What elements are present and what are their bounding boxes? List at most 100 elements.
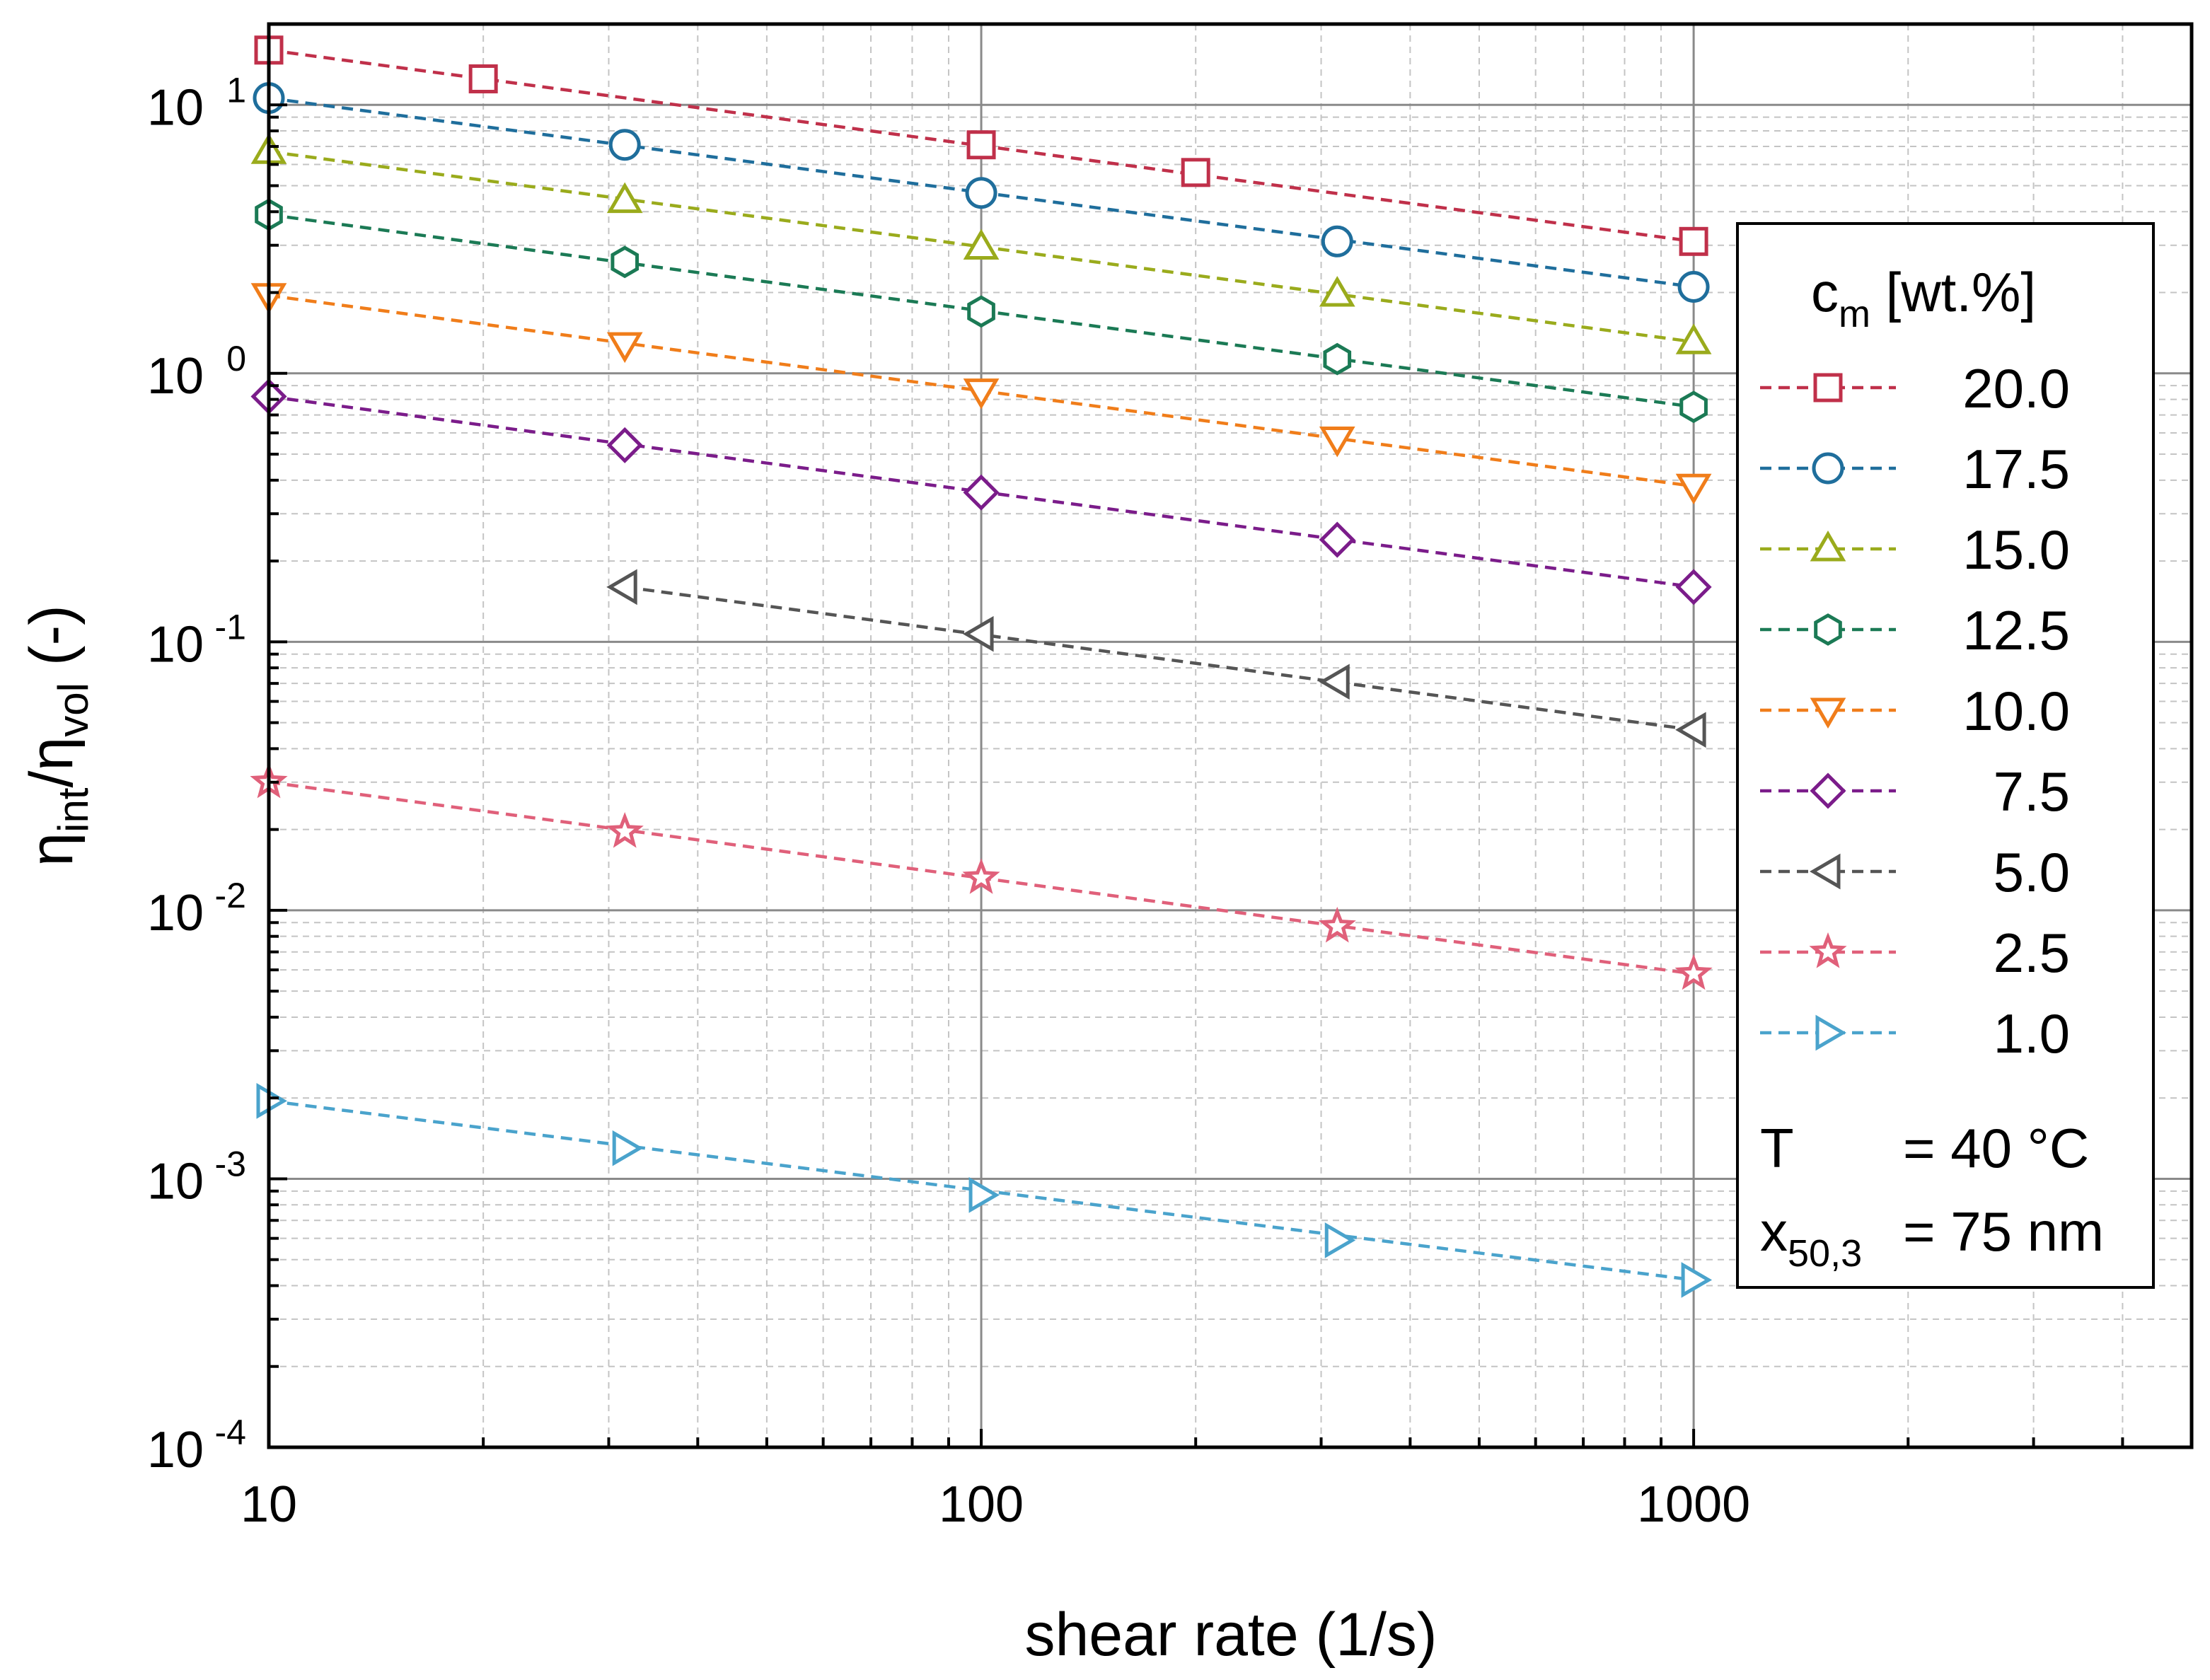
legend-note-size-label: x xyxy=(1760,1200,1788,1263)
legend-item-5-0-marker xyxy=(1810,853,1841,890)
legend-items: 20.0 17.5 15.0 12.5 10.0 7.5 5.0 2.5 1.0 xyxy=(1760,357,2070,1065)
legend-item-2-5-label: 2.5 xyxy=(1994,922,2070,984)
series-2-5-point xyxy=(606,812,644,848)
x-tick-label: 10 xyxy=(241,1476,297,1533)
y-tick-exponent: 0 xyxy=(226,339,246,378)
legend-item-15-0: 15.0 xyxy=(1760,519,2070,581)
series-2-5-point xyxy=(1674,954,1713,990)
legend-item-15-0-label: 15.0 xyxy=(1962,519,2070,581)
legend-item-10-0: 10.0 xyxy=(1760,680,2070,742)
y-tick-mantissa: 10 xyxy=(147,885,204,942)
series-20-0-point xyxy=(468,64,498,93)
series-10-0-point xyxy=(1319,426,1355,458)
legend-item-15-0-marker xyxy=(1810,531,1846,562)
legend-item-20-0: 20.0 xyxy=(1760,357,2070,419)
y-tick-exponent: 1 xyxy=(226,70,246,110)
legend-title-sub: m xyxy=(1839,293,1870,335)
y-axis-sub2: vol xyxy=(50,683,97,737)
series-20-0-point xyxy=(966,130,996,160)
legend-item-12-5: 12.5 xyxy=(1760,599,2070,661)
series-10-0-point xyxy=(606,332,643,364)
series-17-5-point xyxy=(965,177,997,209)
series-17-5-point xyxy=(608,129,641,161)
legend-item-20-0-marker xyxy=(1813,373,1843,402)
series-markers xyxy=(250,35,1713,1298)
legend-item-17-5: 17.5 xyxy=(1760,438,2070,500)
y-axis-title: ηint/ηvol (-) xyxy=(18,605,97,866)
series-5-0-point xyxy=(606,569,637,606)
series-1-0-point xyxy=(612,1130,644,1166)
legend-note-temperature-label: T xyxy=(1760,1117,1794,1179)
legend-item-2-5-marker xyxy=(1809,932,1847,968)
y-tick-label: 10 xyxy=(147,348,204,405)
legend-title-rest: [wt.%] xyxy=(1870,261,2036,323)
legend-item-1-0-marker xyxy=(1815,1014,1846,1051)
x-axis-title: shear rate (1/s) xyxy=(1024,1601,1437,1669)
legend-item-5-0-label: 5.0 xyxy=(1994,841,2070,903)
y-tick-label: 10 xyxy=(147,885,204,942)
legend-item-7-5: 7.5 xyxy=(1760,760,2070,823)
axis-titles: shear rate (1/s) ηint/ηvol (-) xyxy=(18,605,1437,1669)
series-10-0-point xyxy=(963,378,1000,410)
legend-note-size-sub: 50,3 xyxy=(1788,1232,1862,1275)
y-axis-eta2: η xyxy=(18,737,86,771)
legend-item-7-5-marker xyxy=(1810,772,1846,809)
y-tick-label: 10 xyxy=(147,616,204,673)
axes xyxy=(267,22,2194,1449)
legend-item-17-5-marker xyxy=(1812,452,1844,485)
series-7-5-point xyxy=(1675,569,1712,606)
series-5-0-point xyxy=(1319,664,1350,700)
series-5-0-fit-line xyxy=(624,585,1694,732)
series-12-5-point xyxy=(967,295,995,328)
series-20-0-point xyxy=(1181,158,1210,187)
y-axis-sep: / xyxy=(18,771,86,788)
legend-title-base: c xyxy=(1811,261,1839,323)
series-7-5-point xyxy=(606,427,643,463)
y-axis-sub1: int xyxy=(50,787,97,833)
y-tick-exponent: -3 xyxy=(215,1144,246,1183)
legend-item-7-5-label: 7.5 xyxy=(1994,760,2070,823)
y-tick-label: 10 xyxy=(147,1153,204,1210)
legend-title: cm [wt.%] xyxy=(1811,261,2036,335)
legend-note-particle-size: x50,3 = 75 nm xyxy=(1760,1200,2104,1275)
legend-item-12-5-marker xyxy=(1814,613,1842,646)
x-tick-label: 1000 xyxy=(1637,1476,1750,1533)
series-15-0-point xyxy=(1319,276,1355,307)
legend-item-2-5: 2.5 xyxy=(1760,922,2070,984)
legend-item-10-0-marker xyxy=(1810,697,1846,729)
series-5-0-point xyxy=(963,615,994,652)
legend-item-17-5-label: 17.5 xyxy=(1962,438,2070,500)
series-15-0-point xyxy=(606,182,643,214)
legend-note-temperature-value: = 40 °C xyxy=(1903,1117,2089,1179)
legend: cm [wt.%] 20.0 17.5 15.0 12.5 10.0 7.5 5.0 2.5 1… xyxy=(1736,222,2155,1289)
y-tick-mantissa: 10 xyxy=(147,616,204,673)
x-tick-label: 100 xyxy=(939,1476,1024,1533)
series-1-0-point xyxy=(1324,1222,1356,1258)
legend-item-1-0: 1.0 xyxy=(1760,1002,2070,1065)
y-tick-label: 10 xyxy=(147,79,204,136)
series-7-5-point xyxy=(963,474,1000,511)
y-tick-mantissa: 10 xyxy=(147,1422,204,1478)
series-20-0-point xyxy=(1679,226,1708,256)
series-17-5-point xyxy=(1677,271,1710,303)
series-15-0-point xyxy=(963,228,1000,260)
series-12-5-point xyxy=(611,245,640,279)
legend-note-size-value: = 75 nm xyxy=(1903,1200,2104,1263)
legend-box xyxy=(1736,222,2155,1289)
y-axis-suffix: (-) xyxy=(18,605,86,683)
series-12-5-point xyxy=(1323,342,1352,376)
plot-frame xyxy=(267,22,2194,1449)
legend-item-10-0-label: 10.0 xyxy=(1962,680,2070,742)
y-tick-exponent: -1 xyxy=(215,607,246,647)
series-2-5-point xyxy=(1318,906,1356,943)
series-10-0-point xyxy=(1675,473,1712,505)
series-1-0-point xyxy=(256,1083,287,1119)
series-2-5-point xyxy=(962,858,1000,894)
series-1-0-point xyxy=(1681,1262,1713,1298)
y-tick-mantissa: 10 xyxy=(147,79,204,136)
series-1-0-point xyxy=(968,1177,1000,1213)
series-17-5-point xyxy=(1321,225,1353,257)
series-7-5-point xyxy=(1319,521,1355,558)
series-12-5-point xyxy=(1679,390,1708,424)
